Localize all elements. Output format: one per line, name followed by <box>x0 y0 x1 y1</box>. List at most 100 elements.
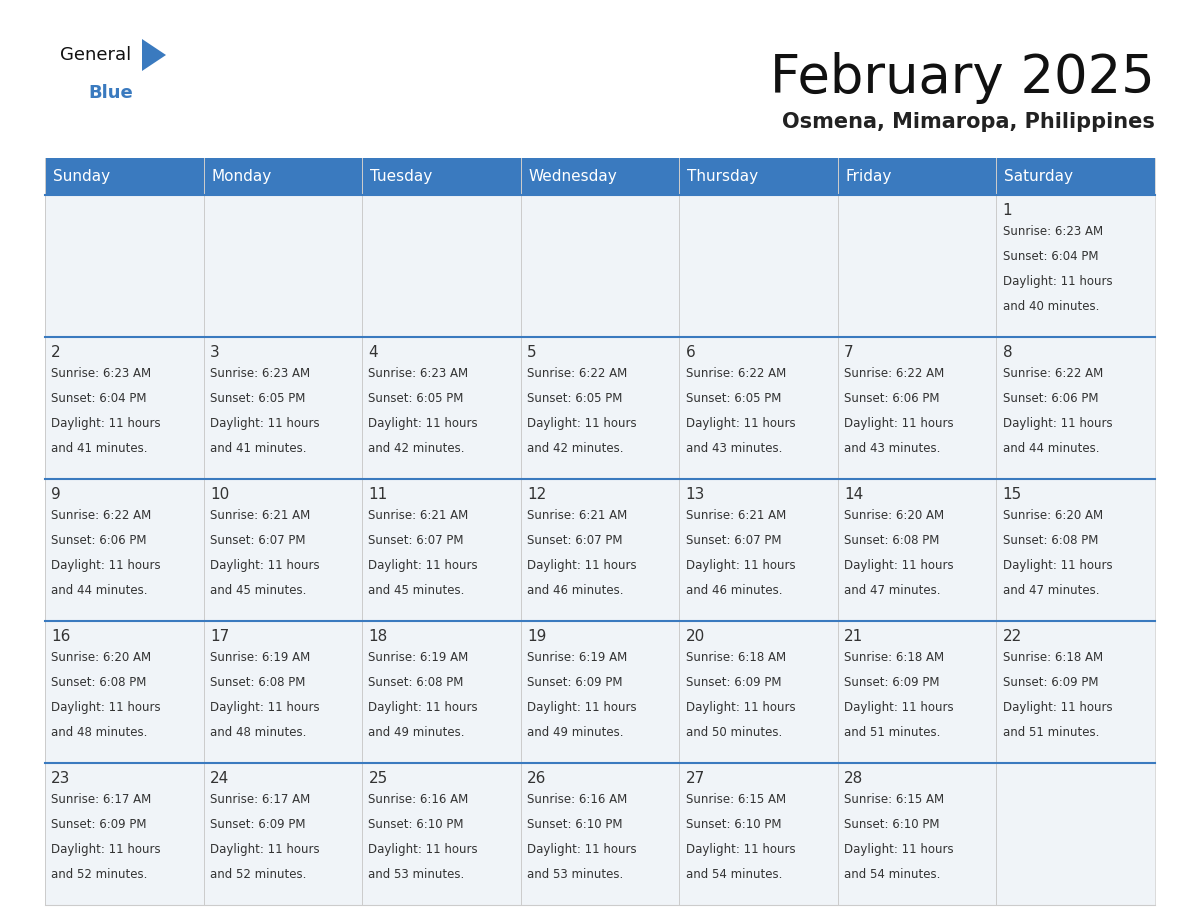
Text: Sunset: 6:05 PM: Sunset: 6:05 PM <box>685 392 781 405</box>
Text: Daylight: 11 hours: Daylight: 11 hours <box>210 700 320 713</box>
Text: General: General <box>61 46 131 64</box>
Text: Sunrise: 6:23 AM: Sunrise: 6:23 AM <box>210 367 310 380</box>
Text: Sunrise: 6:15 AM: Sunrise: 6:15 AM <box>845 793 944 806</box>
Text: and 51 minutes.: and 51 minutes. <box>845 725 941 739</box>
Text: 18: 18 <box>368 629 387 644</box>
Text: and 48 minutes.: and 48 minutes. <box>51 725 147 739</box>
Text: Sunrise: 6:23 AM: Sunrise: 6:23 AM <box>51 367 151 380</box>
Text: Sunset: 6:08 PM: Sunset: 6:08 PM <box>845 534 940 547</box>
Text: Daylight: 11 hours: Daylight: 11 hours <box>685 559 795 572</box>
Text: Daylight: 11 hours: Daylight: 11 hours <box>685 843 795 856</box>
Text: and 51 minutes.: and 51 minutes. <box>1003 725 1099 739</box>
Text: Tuesday: Tuesday <box>371 169 432 184</box>
Text: Daylight: 11 hours: Daylight: 11 hours <box>845 843 954 856</box>
Text: 20: 20 <box>685 629 704 644</box>
Bar <box>203 158 362 195</box>
Text: 21: 21 <box>845 629 864 644</box>
Bar <box>362 479 520 621</box>
Bar <box>203 479 362 621</box>
Text: 6: 6 <box>685 345 695 360</box>
Text: and 40 minutes.: and 40 minutes. <box>1003 299 1099 312</box>
Bar <box>362 337 520 479</box>
Text: Daylight: 11 hours: Daylight: 11 hours <box>51 559 160 572</box>
Text: 8: 8 <box>1003 345 1012 360</box>
Bar <box>520 337 680 479</box>
Text: Sunday: Sunday <box>53 169 110 184</box>
Text: and 43 minutes.: and 43 minutes. <box>685 442 782 454</box>
Text: and 53 minutes.: and 53 minutes. <box>527 868 624 880</box>
Bar <box>520 763 680 905</box>
Text: Sunset: 6:04 PM: Sunset: 6:04 PM <box>51 392 147 405</box>
Text: 14: 14 <box>845 487 864 502</box>
Text: Daylight: 11 hours: Daylight: 11 hours <box>210 559 320 572</box>
Text: 23: 23 <box>51 771 71 786</box>
Text: Daylight: 11 hours: Daylight: 11 hours <box>368 559 478 572</box>
Text: Daylight: 11 hours: Daylight: 11 hours <box>1003 559 1112 572</box>
Text: and 54 minutes.: and 54 minutes. <box>845 868 941 880</box>
Text: Sunset: 6:08 PM: Sunset: 6:08 PM <box>368 676 463 688</box>
Text: Sunrise: 6:22 AM: Sunrise: 6:22 AM <box>527 367 627 380</box>
Text: Daylight: 11 hours: Daylight: 11 hours <box>1003 417 1112 430</box>
Text: Daylight: 11 hours: Daylight: 11 hours <box>368 417 478 430</box>
Bar <box>45 195 203 337</box>
Text: Sunset: 6:09 PM: Sunset: 6:09 PM <box>685 676 782 688</box>
Text: Daylight: 11 hours: Daylight: 11 hours <box>51 700 160 713</box>
Bar <box>362 158 520 195</box>
Text: Daylight: 11 hours: Daylight: 11 hours <box>845 700 954 713</box>
Text: and 49 minutes.: and 49 minutes. <box>527 725 624 739</box>
Text: Sunrise: 6:19 AM: Sunrise: 6:19 AM <box>210 651 310 664</box>
Bar <box>203 763 362 905</box>
Text: Daylight: 11 hours: Daylight: 11 hours <box>51 417 160 430</box>
Text: Sunset: 6:04 PM: Sunset: 6:04 PM <box>1003 250 1098 263</box>
Bar <box>997 621 1155 763</box>
Bar <box>362 621 520 763</box>
Text: Sunrise: 6:19 AM: Sunrise: 6:19 AM <box>527 651 627 664</box>
Bar <box>838 195 997 337</box>
Text: Sunrise: 6:21 AM: Sunrise: 6:21 AM <box>368 509 469 522</box>
Text: and 47 minutes.: and 47 minutes. <box>1003 584 1099 597</box>
Text: and 52 minutes.: and 52 minutes. <box>51 868 147 880</box>
Text: 2: 2 <box>51 345 61 360</box>
Text: and 46 minutes.: and 46 minutes. <box>685 584 782 597</box>
Text: Sunset: 6:05 PM: Sunset: 6:05 PM <box>368 392 463 405</box>
Bar <box>997 158 1155 195</box>
Bar <box>838 479 997 621</box>
Text: Daylight: 11 hours: Daylight: 11 hours <box>368 843 478 856</box>
Text: Daylight: 11 hours: Daylight: 11 hours <box>845 417 954 430</box>
Text: and 42 minutes.: and 42 minutes. <box>368 442 465 454</box>
Text: Sunset: 6:06 PM: Sunset: 6:06 PM <box>51 534 147 547</box>
Text: Sunrise: 6:20 AM: Sunrise: 6:20 AM <box>845 509 944 522</box>
Text: 17: 17 <box>210 629 229 644</box>
Text: 7: 7 <box>845 345 854 360</box>
Text: Sunrise: 6:17 AM: Sunrise: 6:17 AM <box>51 793 152 806</box>
Text: Sunset: 6:10 PM: Sunset: 6:10 PM <box>368 818 465 831</box>
Bar <box>203 337 362 479</box>
Text: Sunset: 6:08 PM: Sunset: 6:08 PM <box>210 676 305 688</box>
Text: and 52 minutes.: and 52 minutes. <box>210 868 307 880</box>
Text: 11: 11 <box>368 487 387 502</box>
Text: Sunset: 6:07 PM: Sunset: 6:07 PM <box>685 534 782 547</box>
Text: 1: 1 <box>1003 203 1012 218</box>
Text: and 45 minutes.: and 45 minutes. <box>210 584 307 597</box>
Text: Sunrise: 6:16 AM: Sunrise: 6:16 AM <box>527 793 627 806</box>
Text: 25: 25 <box>368 771 387 786</box>
Text: Sunrise: 6:18 AM: Sunrise: 6:18 AM <box>685 651 785 664</box>
Text: Sunset: 6:08 PM: Sunset: 6:08 PM <box>51 676 146 688</box>
Polygon shape <box>143 39 166 71</box>
Text: Sunset: 6:06 PM: Sunset: 6:06 PM <box>1003 392 1098 405</box>
Text: Saturday: Saturday <box>1004 169 1073 184</box>
Text: Sunrise: 6:16 AM: Sunrise: 6:16 AM <box>368 793 469 806</box>
Bar <box>997 763 1155 905</box>
Text: Daylight: 11 hours: Daylight: 11 hours <box>210 843 320 856</box>
Bar <box>45 621 203 763</box>
Text: Daylight: 11 hours: Daylight: 11 hours <box>527 700 637 713</box>
Text: 19: 19 <box>527 629 546 644</box>
Text: Daylight: 11 hours: Daylight: 11 hours <box>527 843 637 856</box>
Bar <box>520 195 680 337</box>
Bar <box>45 763 203 905</box>
Text: Blue: Blue <box>88 84 133 102</box>
Bar <box>680 763 838 905</box>
Text: Sunrise: 6:19 AM: Sunrise: 6:19 AM <box>368 651 469 664</box>
Text: Daylight: 11 hours: Daylight: 11 hours <box>51 843 160 856</box>
Bar <box>997 337 1155 479</box>
